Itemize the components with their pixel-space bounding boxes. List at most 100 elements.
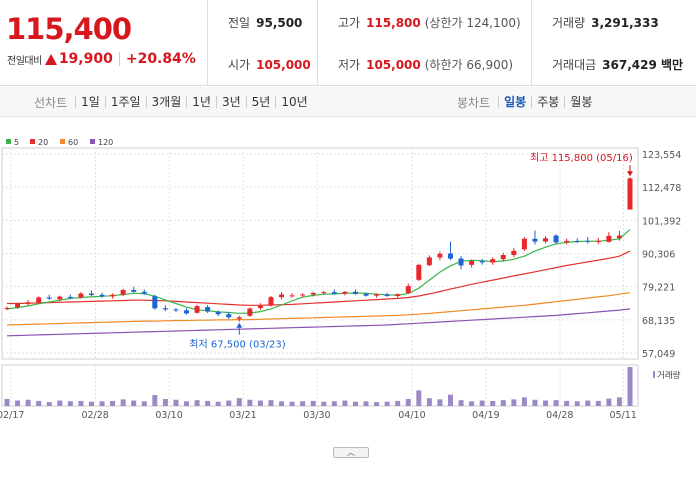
volume-bar: [352, 401, 358, 406]
candle-body: [532, 238, 538, 242]
y-tick-label: 123,554: [642, 150, 681, 161]
volume-bar: [184, 401, 190, 406]
low-label: 저가: [338, 58, 361, 72]
quote-header: 115,400 전일대비 19,900 +20.84% 전일 95,500 고가 1…: [0, 0, 696, 86]
volume-bar: [99, 401, 105, 406]
line-chart-label[interactable]: 선차트: [34, 95, 68, 110]
y-tick-label: 68,135: [642, 316, 675, 327]
ma-line-ma20: [7, 250, 631, 306]
tab-3m[interactable]: 3개월: [145, 96, 187, 108]
volume-bar: [141, 401, 147, 406]
candle-body: [36, 297, 42, 303]
divider: [531, 0, 532, 86]
volume-bar: [215, 401, 221, 406]
candle-body: [585, 240, 591, 242]
volume-bar: [437, 399, 443, 406]
candle-body: [120, 290, 126, 295]
volume-bar: [300, 401, 306, 406]
ma-line-ma60: [6, 292, 631, 326]
volume-bar: [384, 401, 390, 406]
volume-bar: [585, 400, 591, 406]
candle-body: [447, 253, 453, 259]
volume-bar: [627, 367, 633, 406]
volume-bar: [616, 397, 622, 406]
volume-bar: [395, 400, 401, 406]
volume-bar: [479, 400, 485, 406]
y-tick-label: 101,392: [642, 216, 681, 227]
volume-bar: [553, 400, 559, 406]
candle-body: [289, 295, 295, 297]
volume-bar: [490, 400, 496, 406]
candle-body: [352, 291, 358, 294]
volume-bar: [606, 398, 612, 406]
candle-body: [511, 250, 517, 256]
volume-bar: [447, 394, 453, 406]
volume-bar: [194, 400, 200, 406]
candle-body: [78, 293, 84, 298]
x-tick-label: 03/30: [303, 410, 330, 421]
max-arrow-head-icon: [627, 171, 633, 177]
candle-body: [46, 297, 52, 299]
y-tick-label: 79,221: [642, 283, 675, 294]
divider: [118, 52, 120, 66]
tab-daily[interactable]: 일봉: [498, 96, 531, 108]
line-chart-tabs: 선차트 1일 1주일 3개월 1년 3년 5년 10년: [34, 87, 313, 117]
prev-close-value: 95,500: [256, 16, 303, 30]
volume-bar: [564, 400, 570, 406]
tab-10y[interactable]: 10년: [275, 96, 312, 108]
candle-body: [110, 294, 116, 297]
ma-line-ma120: [6, 308, 631, 337]
volume-bar: [458, 400, 464, 406]
change-percent: +20.84%: [125, 51, 196, 67]
volume-bar: [310, 400, 316, 406]
candle-body: [458, 258, 464, 266]
volume-bar: [4, 398, 10, 406]
volume-label: 거래량: [552, 16, 586, 30]
high-price: 고가 115,800 (상한가 124,100): [338, 14, 521, 31]
candle-body: [543, 238, 549, 242]
volume-legend-swatch: [653, 371, 655, 378]
candle-body: [88, 293, 94, 296]
candle-body: [595, 240, 601, 242]
tab-1d[interactable]: 1일: [75, 96, 105, 108]
legend-swatch-120: [90, 139, 95, 144]
volume-bar: [543, 400, 549, 406]
volume-bar: [120, 399, 126, 406]
candle-body: [279, 294, 285, 298]
candle-body: [395, 294, 401, 296]
upper-limit: (상한가 124,100): [424, 16, 521, 30]
tab-5y[interactable]: 5년: [245, 96, 276, 108]
candle-body: [194, 306, 200, 313]
price-box: 115,400 전일대비 19,900 +20.84%: [0, 0, 208, 86]
amount-label: 거래대금: [552, 58, 597, 72]
volume-bar: [110, 400, 116, 406]
candle-body: [215, 312, 221, 315]
volume-bar: [152, 395, 158, 406]
volume-bar: [88, 401, 94, 406]
volume-bar: [595, 400, 601, 406]
tab-weekly[interactable]: 주봉: [531, 96, 564, 108]
volume-bar: [521, 397, 527, 406]
candle-body: [257, 305, 263, 308]
volume-bar: [247, 399, 253, 406]
tab-1y[interactable]: 1년: [186, 96, 216, 108]
x-tick-label: 03/10: [155, 410, 182, 421]
open-label: 시가: [228, 58, 251, 72]
tab-monthly[interactable]: 월봉: [564, 96, 597, 108]
candle-body: [490, 259, 496, 263]
tab-3y[interactable]: 3년: [215, 96, 246, 108]
candle-body: [616, 235, 622, 239]
high-value: 115,800: [366, 16, 421, 30]
candle-body: [469, 260, 475, 265]
volume-bar: [173, 399, 179, 406]
collapse-toggle[interactable]: ︿: [333, 447, 369, 458]
volume-bar: [321, 401, 327, 406]
x-tick-label: 04/10: [398, 410, 425, 421]
candle-body: [416, 264, 422, 280]
tab-1w[interactable]: 1주일: [104, 96, 146, 108]
volume-bar: [405, 398, 411, 406]
volume-bar: [331, 401, 337, 406]
volume-bar: [25, 399, 31, 406]
candle-body: [25, 302, 31, 304]
candle-chart-label[interactable]: 봉차트: [457, 95, 491, 110]
